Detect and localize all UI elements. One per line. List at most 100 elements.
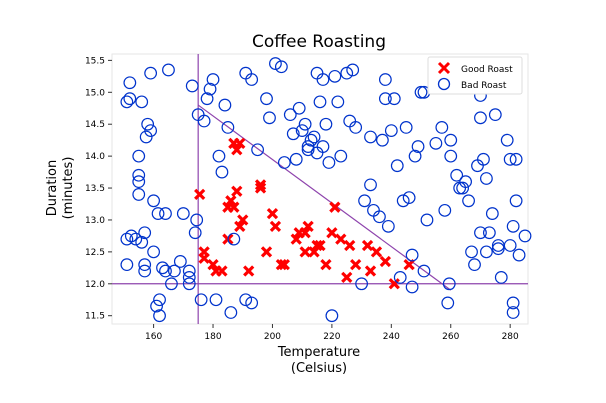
bad-roast-point bbox=[124, 229, 138, 243]
bad-roast-point bbox=[245, 73, 259, 86]
bad-roast-point bbox=[438, 203, 452, 217]
bad-roast-point bbox=[144, 66, 158, 80]
good-roast-point bbox=[302, 220, 314, 232]
bad-roast-point bbox=[417, 264, 431, 278]
bad-roast-point bbox=[182, 271, 196, 284]
bad-roast-point bbox=[200, 92, 214, 106]
bad-roast-point bbox=[509, 152, 523, 166]
bad-roast-point bbox=[378, 92, 392, 106]
bad-roast-point bbox=[165, 277, 178, 291]
good-roast-point bbox=[314, 239, 326, 252]
bad-roast-point bbox=[144, 124, 158, 137]
bad-roast-point bbox=[358, 194, 371, 208]
bad-roast-point bbox=[190, 213, 204, 227]
bad-roast-point bbox=[245, 296, 259, 310]
bad-roast-point bbox=[420, 213, 434, 227]
good-roast-point bbox=[194, 188, 206, 201]
bad-roast-point bbox=[322, 156, 336, 169]
bad-roast-point bbox=[480, 172, 493, 185]
bad-roast-point bbox=[162, 63, 175, 77]
bad-roast-point bbox=[376, 133, 389, 147]
x-tick-label: 240 bbox=[383, 332, 400, 342]
bad-roast-point bbox=[506, 219, 520, 233]
bad-roast-point bbox=[292, 101, 306, 115]
good-roast-point bbox=[207, 259, 219, 271]
bad-roast-point bbox=[474, 111, 487, 125]
good-roast-point bbox=[370, 246, 383, 258]
bad-roast-point bbox=[500, 133, 514, 147]
bad-roast-point bbox=[459, 175, 473, 189]
bad-roast-point bbox=[509, 194, 523, 208]
x-tick-label: 200 bbox=[264, 332, 281, 342]
y-tick-label: 12.5 bbox=[85, 248, 105, 258]
bad-roast-point bbox=[176, 207, 190, 220]
bad-roast-point bbox=[373, 210, 386, 224]
good-roast-point bbox=[228, 201, 240, 213]
circle-icon bbox=[437, 77, 451, 91]
bad-roast-point bbox=[364, 130, 377, 144]
plot-area bbox=[111, 53, 529, 325]
bad-roast-point bbox=[182, 264, 196, 278]
bad-roast-point bbox=[405, 280, 419, 294]
bad-roast-point bbox=[503, 152, 517, 166]
y-axis-label-unit: (minutes) bbox=[61, 157, 76, 220]
bad-roast-point bbox=[480, 245, 493, 259]
bad-roast-point bbox=[503, 239, 517, 252]
bad-roast-point bbox=[138, 264, 152, 278]
bad-roast-point bbox=[408, 149, 422, 163]
bad-roast-point bbox=[185, 79, 199, 93]
y-tick-label: 13.5 bbox=[85, 184, 105, 194]
bad-roast-point bbox=[512, 248, 526, 262]
y-tick-label: 15.0 bbox=[85, 88, 105, 98]
bad-roast-point bbox=[132, 188, 146, 201]
bad-roast-point bbox=[269, 57, 282, 70]
bad-roast-point bbox=[227, 232, 241, 246]
bad-roast-point bbox=[462, 194, 475, 208]
good-roast-point bbox=[364, 265, 377, 277]
bad-roast-point bbox=[325, 309, 339, 323]
bad-roast-point bbox=[239, 293, 253, 307]
bad-roast-point bbox=[334, 149, 348, 163]
bad-roast-point bbox=[468, 258, 481, 272]
bad-roast-point bbox=[328, 69, 342, 83]
x-tick-label: 280 bbox=[502, 332, 519, 342]
bad-roast-point bbox=[444, 149, 458, 163]
good-roast-point bbox=[234, 137, 246, 149]
good-roast-point bbox=[388, 278, 400, 290]
bad-roast-point bbox=[331, 95, 345, 109]
bad-roast-point bbox=[307, 130, 321, 144]
bad-roast-point bbox=[491, 242, 505, 256]
bad-roast-point bbox=[123, 76, 137, 90]
y-tick-label: 13.0 bbox=[85, 216, 105, 226]
bad-roast-point bbox=[159, 264, 172, 278]
good-roast-point bbox=[225, 195, 237, 207]
bad-roast-point bbox=[153, 309, 166, 323]
bad-roast-point bbox=[263, 111, 276, 125]
bad-roast-point bbox=[194, 293, 208, 307]
bad-roast-point bbox=[147, 194, 161, 208]
bad-roast-point bbox=[381, 219, 395, 233]
bad-roast-point bbox=[442, 277, 456, 291]
good-roast-point bbox=[299, 227, 311, 239]
x-tick-label: 160 bbox=[145, 332, 162, 342]
bad-roast-point bbox=[414, 85, 428, 99]
good-roast-point bbox=[379, 255, 392, 268]
bad-roast-point bbox=[277, 156, 291, 169]
bad-roast-point bbox=[147, 245, 161, 259]
good-roast-point bbox=[234, 220, 246, 232]
good-roast-point bbox=[329, 201, 341, 213]
bad-roast-point bbox=[485, 207, 499, 220]
bad-roast-point bbox=[301, 143, 315, 157]
good-roast-point bbox=[231, 185, 243, 197]
good-roast-point bbox=[320, 259, 332, 271]
bad-roast-point bbox=[135, 95, 149, 109]
bad-roast-point bbox=[150, 299, 163, 313]
bad-roast-point bbox=[129, 232, 143, 246]
y-tick-label: 15.5 bbox=[85, 56, 105, 66]
y-tick-label: 14.0 bbox=[85, 152, 105, 162]
bad-roast-point bbox=[313, 95, 327, 109]
bad-roast-point bbox=[506, 296, 520, 310]
bad-roast-point bbox=[173, 255, 187, 268]
